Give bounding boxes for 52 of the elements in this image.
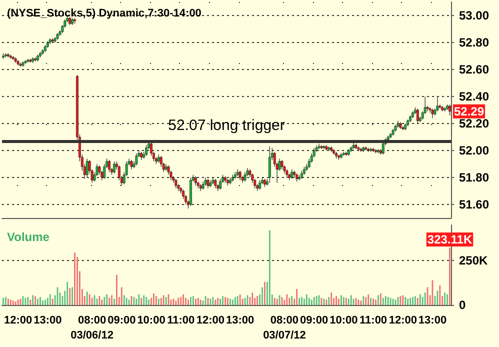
candlestick bbox=[212, 177, 214, 185]
candlestick bbox=[145, 144, 148, 156]
ref-line-label: 52.07 long trigger bbox=[168, 117, 285, 134]
candlestick bbox=[244, 172, 246, 182]
x-tick-label: 12:00 bbox=[196, 314, 225, 326]
candlestick bbox=[318, 143, 320, 150]
x-tick-label: 11:00 bbox=[167, 314, 195, 326]
annotation: 52.29 bbox=[454, 104, 484, 118]
y-tick-label: 52.60 bbox=[459, 62, 490, 76]
y-tick-label: 51.60 bbox=[459, 198, 490, 212]
candlestick bbox=[258, 180, 262, 190]
y-tick-label: 51.80 bbox=[459, 170, 490, 184]
candlestick bbox=[268, 146, 271, 184]
y-tick-label: 0 bbox=[459, 298, 466, 312]
y-tick-label: 52.40 bbox=[459, 90, 490, 104]
x-tick-label: 09:00 bbox=[300, 314, 328, 326]
candlestick bbox=[214, 178, 217, 189]
x-tick-label: 10:00 bbox=[330, 314, 358, 326]
x-tick-label: 13:00 bbox=[226, 314, 254, 326]
x-tick-label: 10:00 bbox=[137, 314, 166, 326]
candlestick bbox=[194, 176, 197, 186]
x-tick-label: 13:00 bbox=[418, 314, 447, 326]
candlestick bbox=[108, 160, 111, 172]
y-tick-label: 250K bbox=[459, 254, 488, 268]
x-tick-label: 13:00 bbox=[34, 314, 62, 326]
x-tick-label: 12:00 bbox=[4, 314, 32, 326]
candlestick bbox=[86, 158, 88, 178]
candlestick bbox=[174, 178, 178, 189]
text: (NYSE_Stocks,5) Dynamic,7:30-14:00 bbox=[7, 8, 202, 20]
y-tick-label: 52.80 bbox=[459, 36, 490, 50]
x-tick-label: 12:00 bbox=[388, 314, 417, 326]
candlestick bbox=[416, 108, 419, 124]
y-tick-label: 52.20 bbox=[459, 116, 490, 130]
candlestick bbox=[436, 96, 439, 112]
data-label: 323.11K bbox=[427, 232, 472, 247]
candlestick bbox=[280, 160, 284, 170]
y-tick-label: 52.00 bbox=[459, 144, 490, 158]
candlestick bbox=[113, 161, 116, 174]
candlestick bbox=[206, 178, 210, 189]
x-tick-label: 11:00 bbox=[360, 314, 388, 326]
candlestick bbox=[238, 170, 242, 180]
candlestick bbox=[382, 142, 384, 155]
candlestick bbox=[448, 104, 451, 116]
candlestick bbox=[130, 160, 133, 170]
x-tick-label: 09:00 bbox=[108, 314, 136, 326]
text: Volume bbox=[7, 230, 50, 244]
candlestick bbox=[164, 164, 168, 172]
candlestick bbox=[135, 152, 138, 166]
candlestick bbox=[290, 169, 294, 180]
y-tick-label: 53.00 bbox=[459, 8, 490, 22]
candlestick bbox=[431, 108, 434, 118]
candlestick bbox=[219, 178, 222, 190]
